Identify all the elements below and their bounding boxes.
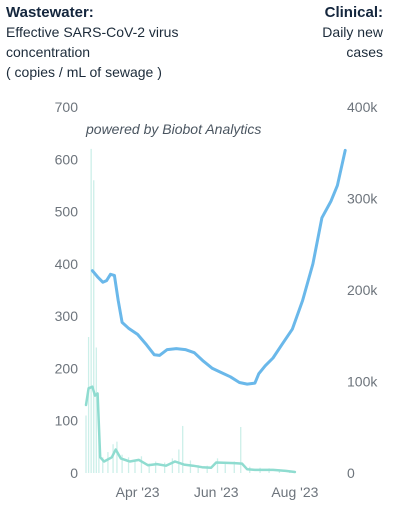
chart-lines [84, 148, 347, 474]
right-axis: 400k 300k 200k 100k 0 [347, 99, 378, 481]
clinical-subtitle-line2: cases [346, 44, 383, 60]
wastewater-subtitle-line1: Effective SARS-CoV-2 virus [6, 24, 179, 40]
left-axis-tick: 0 [70, 465, 78, 481]
left-axis: 700 600 500 400 300 200 100 0 [55, 99, 79, 481]
x-axis-tick: Apr '23 [116, 484, 160, 500]
left-axis-tick: 500 [55, 204, 79, 220]
clinical-legend: Clinical: Daily new cases [263, 4, 383, 62]
right-axis-tick: 300k [347, 191, 378, 207]
clinical-title: Clinical: [324, 4, 383, 21]
clinical-subtitle-line1: Daily new [322, 24, 383, 40]
wastewater-units: ( copies / mL of sewage ) [6, 64, 162, 80]
right-axis-tick: 100k [347, 374, 378, 390]
right-axis-tick: 400k [347, 99, 378, 115]
left-axis-tick: 200 [55, 360, 79, 376]
right-axis-tick: 200k [347, 282, 378, 298]
wastewater-subtitle-line2: concentration [6, 44, 91, 60]
daily-cases-bars [85, 148, 291, 473]
x-axis-tick: Jun '23 [194, 484, 239, 500]
right-axis-tick: 0 [347, 465, 355, 481]
x-axis: Apr '23 Jun '23 Aug '23 [116, 484, 319, 500]
wastewater-title: Wastewater: [6, 4, 94, 21]
left-axis-tick: 700 [55, 99, 79, 115]
left-axis-tick: 300 [55, 308, 79, 324]
wastewater-legend: Wastewater: Effective SARS-CoV-2 virus c… [6, 4, 266, 82]
clinical-cases-line [84, 385, 297, 474]
left-axis-tick: 400 [55, 256, 79, 272]
left-axis-tick: 600 [55, 151, 79, 167]
x-axis-tick: Aug '23 [271, 484, 318, 500]
wastewater-line [90, 148, 347, 386]
watermark-text: powered by Biobot Analytics [85, 121, 261, 137]
left-axis-tick: 100 [55, 413, 79, 429]
